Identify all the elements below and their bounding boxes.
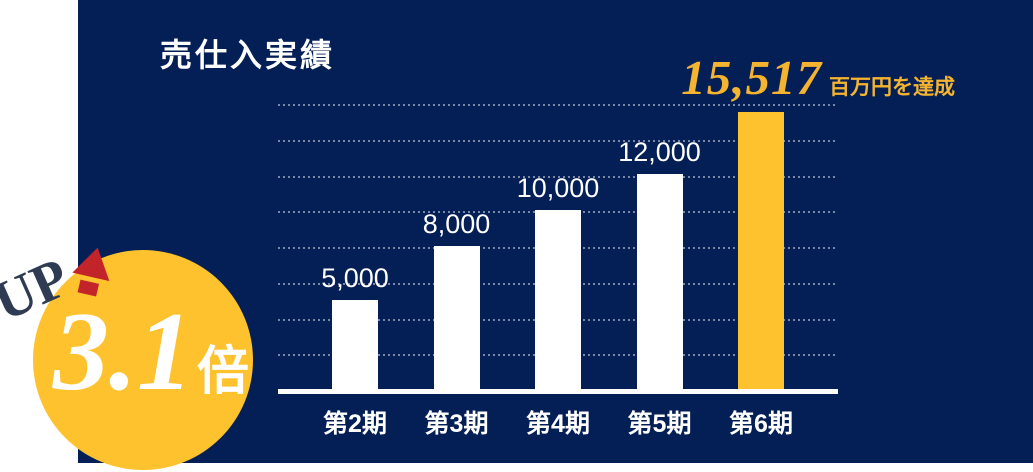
bar-value-label: 12,000	[618, 137, 701, 167]
bar-第6期	[738, 112, 784, 389]
chart-title: 売仕入実績	[160, 37, 336, 73]
bar-第5期	[636, 174, 683, 389]
x-axis-label: 第2期	[323, 410, 387, 438]
x-axis-label: 第5期	[627, 410, 692, 438]
bar-第3期	[433, 246, 480, 389]
badge-multiplier: 3.1	[53, 290, 193, 414]
x-axis-line	[278, 389, 838, 394]
bar-value-label: 5,000	[321, 263, 389, 293]
badge-unit: 倍	[197, 343, 250, 401]
x-axis-label: 第3期	[424, 410, 489, 438]
bar-第4期	[535, 210, 581, 389]
headline-suffix: 百万円を達成	[829, 76, 955, 99]
bar-value-label: 10,000	[516, 173, 600, 203]
gridline	[278, 104, 838, 106]
growth-badge: 3.1 倍	[33, 250, 253, 470]
gridline	[278, 175, 838, 178]
gridline	[278, 139, 838, 142]
bar-plot: 5,000 8,000 10,000 12,000 第2期 第3期 第4期 第5期 第6期	[278, 104, 838, 438]
x-axis-label: 第6期	[729, 410, 793, 438]
x-axis-label: 第4期	[526, 410, 590, 438]
up-arrow-icon	[72, 247, 110, 297]
bar-第2期	[332, 300, 378, 389]
bar-value-label: 8,000	[422, 209, 491, 239]
growth-badge-text: 3.1 倍	[53, 296, 249, 408]
headline-value: 15,517	[681, 50, 822, 105]
revenue-headline: 15,517 百万円を達成	[681, 49, 955, 106]
